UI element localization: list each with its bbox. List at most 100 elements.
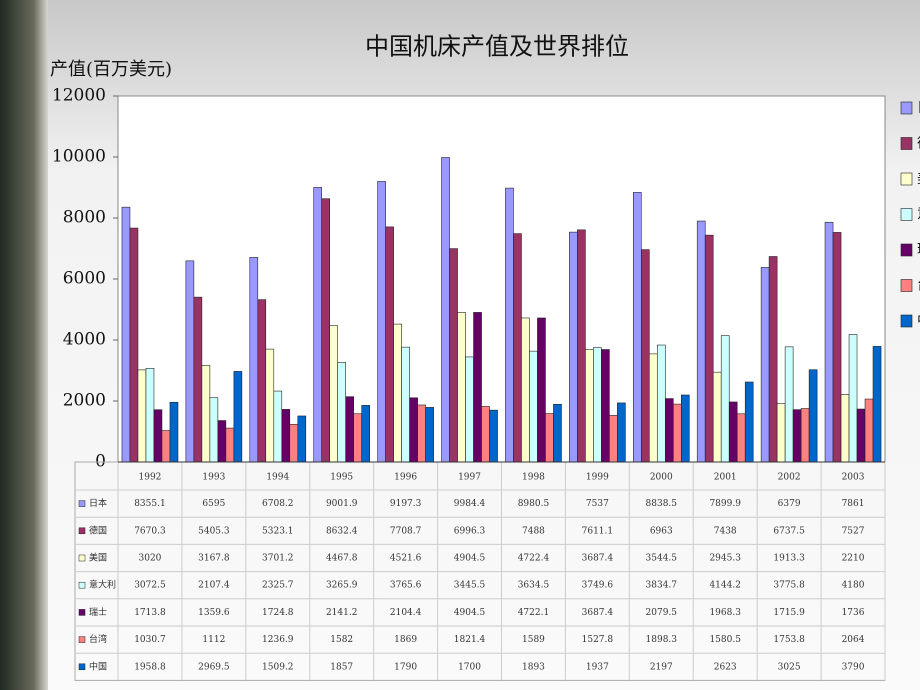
bar (217, 420, 227, 463)
table-cell: 2141.2 (326, 608, 358, 618)
bar (664, 398, 674, 463)
bar (417, 404, 426, 463)
table-cell: 3634.5 (518, 581, 550, 591)
bar (864, 398, 874, 463)
table-legend-key (78, 636, 86, 643)
x-tick-label: 1995 (330, 473, 353, 483)
legend-label: 中国 (917, 313, 920, 329)
bar (776, 403, 786, 463)
table-cell: 3025 (778, 662, 801, 672)
bar (808, 369, 818, 463)
bar (760, 267, 770, 463)
bar (265, 348, 275, 463)
bar (601, 349, 610, 463)
x-tick-label: 2002 (778, 473, 801, 483)
bar (409, 397, 418, 463)
bar (385, 226, 394, 463)
table-legend-key (78, 527, 86, 535)
bar (313, 187, 323, 463)
legend-key (900, 208, 913, 221)
table-cell: 9001.9 (326, 499, 358, 509)
side-image (0, 0, 48, 690)
bar (457, 312, 466, 463)
bar (680, 394, 690, 463)
bar (768, 256, 778, 463)
table-row-label: 日本 (89, 497, 107, 509)
y-tick-label: 2000 (63, 391, 106, 411)
bar (704, 234, 714, 463)
bar (872, 346, 882, 463)
table-cell: 9197.3 (390, 499, 422, 509)
bar (505, 187, 514, 463)
table-cell: 2325.7 (262, 581, 294, 591)
table-cell: 3020 (139, 554, 162, 564)
table-cell: 3701.2 (262, 554, 294, 564)
table-cell: 4904.5 (454, 608, 486, 618)
bar (545, 413, 554, 463)
bar (696, 220, 706, 463)
table-cell: 2623 (714, 662, 737, 672)
legend-key (900, 137, 913, 150)
table-cell: 2210 (842, 554, 865, 564)
table-cell: 2079.5 (646, 608, 678, 618)
table-cell: 6963 (650, 526, 673, 536)
bar (720, 335, 730, 463)
y-tick-label: 12000 (52, 86, 106, 106)
x-tick-label: 1996 (394, 473, 417, 483)
table-cell: 2107.4 (198, 581, 230, 591)
bar (792, 409, 802, 463)
x-tick-label: 1993 (202, 473, 225, 483)
table-cell: 1236.9 (262, 635, 294, 645)
chart-title: 中国机床产值及世界排位 (365, 33, 629, 61)
bar (353, 413, 363, 463)
table-cell: 3265.9 (326, 581, 358, 591)
table-cell: 3445.5 (454, 581, 486, 591)
legend-key (900, 243, 913, 257)
y-tick-label: 0 (95, 452, 106, 472)
table-cell: 3790 (842, 662, 865, 672)
table-cell: 1937 (586, 662, 609, 672)
bar (337, 362, 347, 463)
bar (121, 206, 131, 463)
x-tick-label: 1992 (139, 473, 162, 483)
table-cell: 3072.5 (134, 581, 166, 591)
y-tick-label: 8000 (63, 208, 106, 228)
legend-key (900, 279, 913, 292)
x-tick-label: 2003 (842, 473, 865, 483)
table-cell: 2945.3 (709, 554, 741, 564)
table-cell: 2064 (842, 635, 865, 645)
bar (185, 260, 195, 463)
table-cell: 6595 (202, 499, 225, 509)
legend-key (900, 172, 913, 186)
y-tick-label: 10000 (52, 147, 106, 167)
legend-label: 意大利 (917, 206, 920, 223)
table-cell: 4722.4 (518, 554, 550, 564)
table-cell: 1736 (842, 608, 865, 618)
table-cell: 1582 (330, 635, 353, 645)
bar (145, 367, 155, 463)
table-cell: 7438 (714, 526, 737, 536)
bar (521, 317, 530, 463)
bar (329, 325, 339, 463)
table-cell: 7537 (586, 499, 609, 509)
bar (441, 157, 450, 463)
table-cell: 1724.8 (262, 608, 294, 618)
y-tick-label: 6000 (63, 269, 106, 289)
table-cell: 7899.9 (709, 499, 741, 509)
table-cell: 1030.7 (134, 635, 166, 645)
table-cell: 1359.6 (198, 608, 230, 618)
legend-key (900, 101, 913, 115)
table-row-label: 台湾 (89, 633, 107, 645)
table-cell: 4144.2 (709, 581, 741, 591)
table-cell: 3834.7 (646, 581, 678, 591)
bar (569, 231, 578, 463)
table-legend-key (78, 663, 86, 671)
table-row-label: 意大利 (89, 579, 116, 591)
x-tick-label: 1998 (522, 473, 545, 483)
table-cell: 8632.4 (326, 526, 358, 536)
legend-label: 美国 (917, 171, 920, 187)
legend-key (900, 314, 913, 328)
bar (473, 312, 482, 463)
bar (233, 371, 243, 463)
